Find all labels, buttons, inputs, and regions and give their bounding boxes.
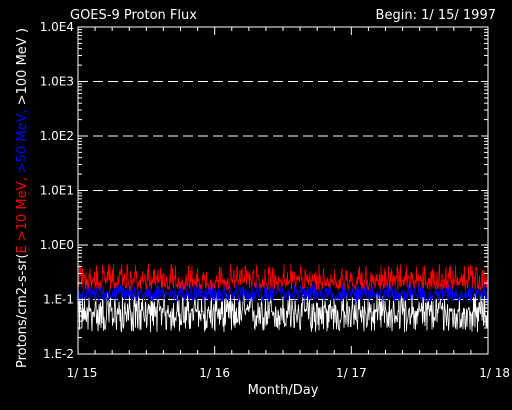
y-axis-label-part: E >10 MeV, (15, 177, 30, 253)
x-tick-label: 1/ 15 (67, 366, 98, 380)
series-line (77, 283, 489, 304)
y-axis-label-part: >100 MeV ) (15, 28, 30, 109)
chart-subtitle: Begin: 1/ 15/ 1997 (376, 8, 496, 23)
y-axis-label: Protons/cm2-s-sr(E >10 MeV, >50 MeV, >10… (15, 28, 30, 368)
y-axis-label-part: >50 MeV, (15, 109, 30, 177)
y-axis-ticks: 1.E-2 1.E-1 1.0E0 1.0E1 1.0E2 1.0E3 1.0E4 (40, 20, 488, 361)
series-line (77, 293, 489, 333)
x-axis-label: Month/Day (248, 383, 319, 398)
y-tick-label: 1.0E1 (40, 184, 74, 198)
grid-lines (78, 81, 488, 300)
chart-title: GOES-9 Proton Flux (70, 8, 197, 23)
y-tick-label: 1.0E2 (40, 129, 74, 143)
y-tick-label: 1.E-1 (43, 293, 74, 307)
y-tick-label: 1.0E0 (40, 238, 74, 252)
x-tick-label: 1/ 16 (199, 366, 230, 380)
series-line (77, 263, 489, 292)
y-tick-label: 1.E-2 (43, 347, 74, 361)
x-tick-label: 1/ 17 (336, 366, 367, 380)
series-group (77, 263, 489, 333)
y-axis-label-part: Protons/cm2-s-sr( (15, 254, 30, 369)
y-tick-label: 1.0E3 (40, 75, 74, 89)
x-tick-label: 1/ 18 (479, 366, 510, 380)
x-axis-ticks: 1/ 15 1/ 16 1/ 17 1/ 18 (67, 27, 510, 380)
y-tick-label: 1.0E4 (40, 20, 74, 34)
